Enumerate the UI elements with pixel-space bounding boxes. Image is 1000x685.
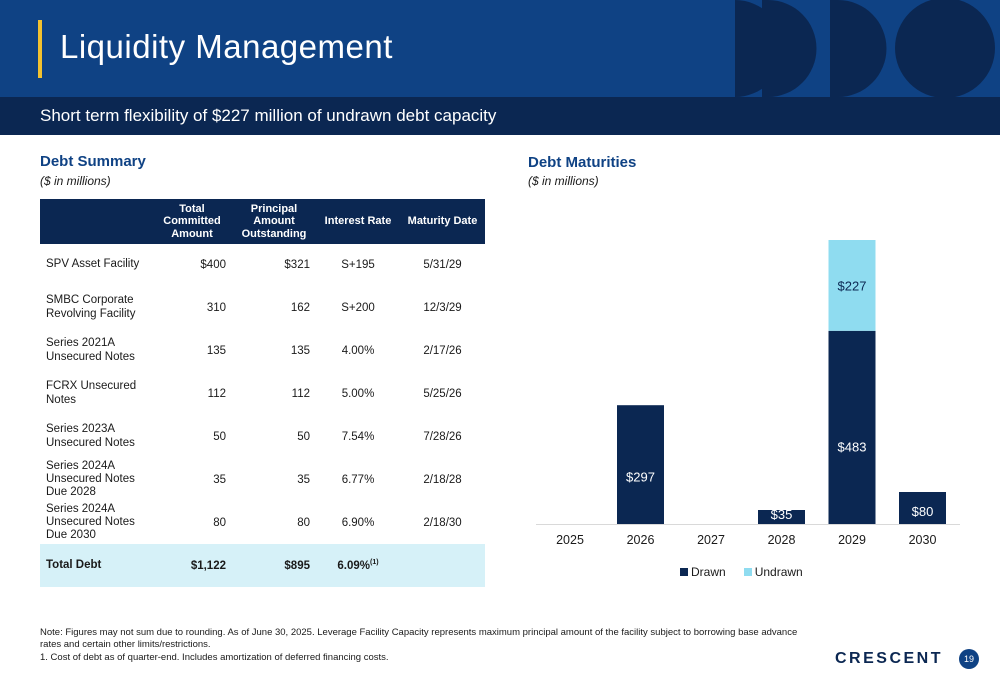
facility-name: SPV Asset Facility [46, 258, 140, 271]
bar-drawn-2026 [617, 405, 664, 524]
outstanding-amount: 35 [297, 473, 310, 486]
x-tick-label-2029: 2029 [838, 533, 866, 547]
debt-maturities-chart: 2025 $297 2026 2027 $35 2028 $483 $227 2029 $80 20… [536, 240, 960, 547]
interest-rate: S+200 [341, 301, 375, 314]
total-maturity [400, 544, 485, 587]
interest-rate: 6.77% [341, 473, 375, 486]
legend-item-undrawn: Undrawn [743, 565, 803, 579]
page-number: 19 [959, 649, 979, 669]
committed-amount: $400 [200, 259, 226, 271]
footnote-block: Note: Figures may not sum due to roundin… [40, 627, 810, 664]
table-row: Series 2023A Unsecured Notes 50 50 7.54%… [40, 415, 485, 458]
debt-summary-table: Total Committed Amount Principal Amount … [40, 199, 485, 587]
bar-undrawn-2029 [828, 240, 876, 331]
total-outstanding: $895 [232, 544, 316, 587]
data-label-drawn-2026: $297 [626, 469, 655, 484]
facility-name: SMBC Corporate Revolving Facility [46, 294, 136, 320]
debt-summary-title: Debt Summary [40, 153, 146, 170]
table-row: SMBC Corporate Revolving Facility 310 16… [40, 286, 485, 329]
data-label-drawn-2030: $80 [912, 504, 934, 519]
column-header: Interest Rate [316, 199, 400, 244]
bar-drawn-2030 [899, 492, 946, 524]
facility-name: Series 2024A Unsecured Notes Due 2028 [46, 459, 135, 499]
total-rate: 6.09%(1) [316, 544, 400, 587]
column-header: Maturity Date [400, 199, 485, 244]
bar-drawn-2029 [828, 330, 876, 524]
page-title: Liquidity Management [60, 28, 393, 65]
x-tick-label-2027: 2027 [697, 533, 725, 547]
legend-label-undrawn: Undrawn [754, 565, 803, 579]
chart-legend: Drawn Undrawn [680, 565, 803, 579]
outstanding-amount: 50 [297, 430, 310, 443]
debt-summary-subtitle: ($ in millions) [40, 174, 111, 188]
interest-rate: 4.00% [341, 344, 375, 357]
outstanding-amount: 135 [290, 344, 310, 357]
data-label-drawn-2029: $483 [838, 440, 867, 455]
title-accent-bar [38, 20, 42, 78]
outstanding-amount: 80 [297, 516, 310, 529]
decorative-shapes [735, 0, 995, 97]
column-header: Total Committed Amount [152, 199, 232, 244]
maturity-date: 2/17/26 [423, 344, 462, 357]
facility-name: Series 2021A Unsecured Notes [46, 337, 135, 363]
committed-amount: 112 [207, 387, 226, 400]
subheader-text: Short term flexibility of $227 million o… [40, 106, 497, 125]
bar-drawn-2028 [758, 510, 805, 524]
legend-item-drawn: Drawn [680, 565, 726, 579]
header-banner: Liquidity Management [0, 0, 1000, 97]
x-tick-label-2026: 2026 [627, 533, 655, 547]
footnote-1: 1. Cost of debt as of quarter-end. Inclu… [40, 651, 389, 663]
total-committed: $1,122 [152, 544, 232, 587]
maturity-date: 2/18/30 [423, 516, 462, 529]
x-tick-label-2030: 2030 [909, 533, 937, 547]
committed-amount: 310 [206, 301, 226, 314]
legend-swatch-undrawn [743, 568, 752, 576]
committed-amount: 35 [213, 473, 226, 486]
x-tick-label-2025: 2025 [556, 533, 584, 547]
x-tick-label-2028: 2028 [768, 533, 796, 547]
total-label: Total Debt [40, 544, 152, 587]
committed-amount: 80 [213, 516, 226, 529]
outstanding-amount: $321 [284, 259, 310, 271]
interest-rate: 6.90% [341, 516, 375, 529]
maturity-date: 5/25/26 [423, 387, 462, 400]
total-rate-value: 6.09% [337, 559, 371, 572]
note-text: Note: Figures may not sum due to roundin… [40, 627, 798, 651]
column-header [40, 199, 152, 244]
debt-maturities-title: Debt Maturities [528, 154, 637, 171]
outstanding-amount: 162 [290, 301, 310, 314]
maturity-date: 5/31/29 [423, 259, 462, 271]
crescent-logo: CRESCENT [835, 650, 944, 667]
facility-name: FCRX Unsecured Notes [46, 380, 137, 406]
column-header: Principal Amount Outstanding [232, 199, 316, 244]
subheader-banner: Short term flexibility of $227 million o… [0, 97, 1000, 135]
interest-rate: S+195 [341, 259, 375, 271]
committed-amount: 50 [213, 430, 226, 443]
table-row: Series 2024A Unsecured Notes Due 2028 35… [40, 458, 485, 501]
debt-maturities-subtitle: ($ in millions) [528, 174, 599, 188]
table-header-row: Total Committed Amount Principal Amount … [40, 199, 485, 244]
legend-label-drawn: Drawn [691, 565, 726, 579]
interest-rate: 7.54% [341, 430, 375, 443]
data-label-drawn-2028: $35 [771, 507, 793, 522]
facility-name: Series 2024A Unsecured Notes Due 2030 [46, 502, 135, 542]
maturity-date: 12/3/29 [423, 301, 462, 314]
data-label-undrawn-2029: $227 [838, 278, 867, 293]
table-row: SPV Asset Facility $400 $321 S+195 5/31/… [40, 244, 485, 286]
outstanding-amount: 112 [291, 387, 310, 400]
maturity-date: 7/28/26 [423, 430, 462, 443]
footnote-marker: (1) [370, 559, 379, 567]
maturity-date: 2/18/28 [423, 473, 462, 486]
interest-rate: 5.00% [341, 387, 375, 400]
table-row: FCRX Unsecured Notes 112 112 5.00% 5/25/… [40, 372, 485, 415]
committed-amount: 135 [206, 344, 226, 357]
table-row: Series 2021A Unsecured Notes 135 135 4.0… [40, 329, 485, 372]
table-row: Series 2024A Unsecured Notes Due 2030 80… [40, 501, 485, 544]
legend-swatch-drawn [680, 568, 688, 576]
facility-name: Series 2023A Unsecured Notes [46, 423, 135, 449]
total-row: Total Debt $1,122 $895 6.09%(1) [40, 544, 485, 587]
